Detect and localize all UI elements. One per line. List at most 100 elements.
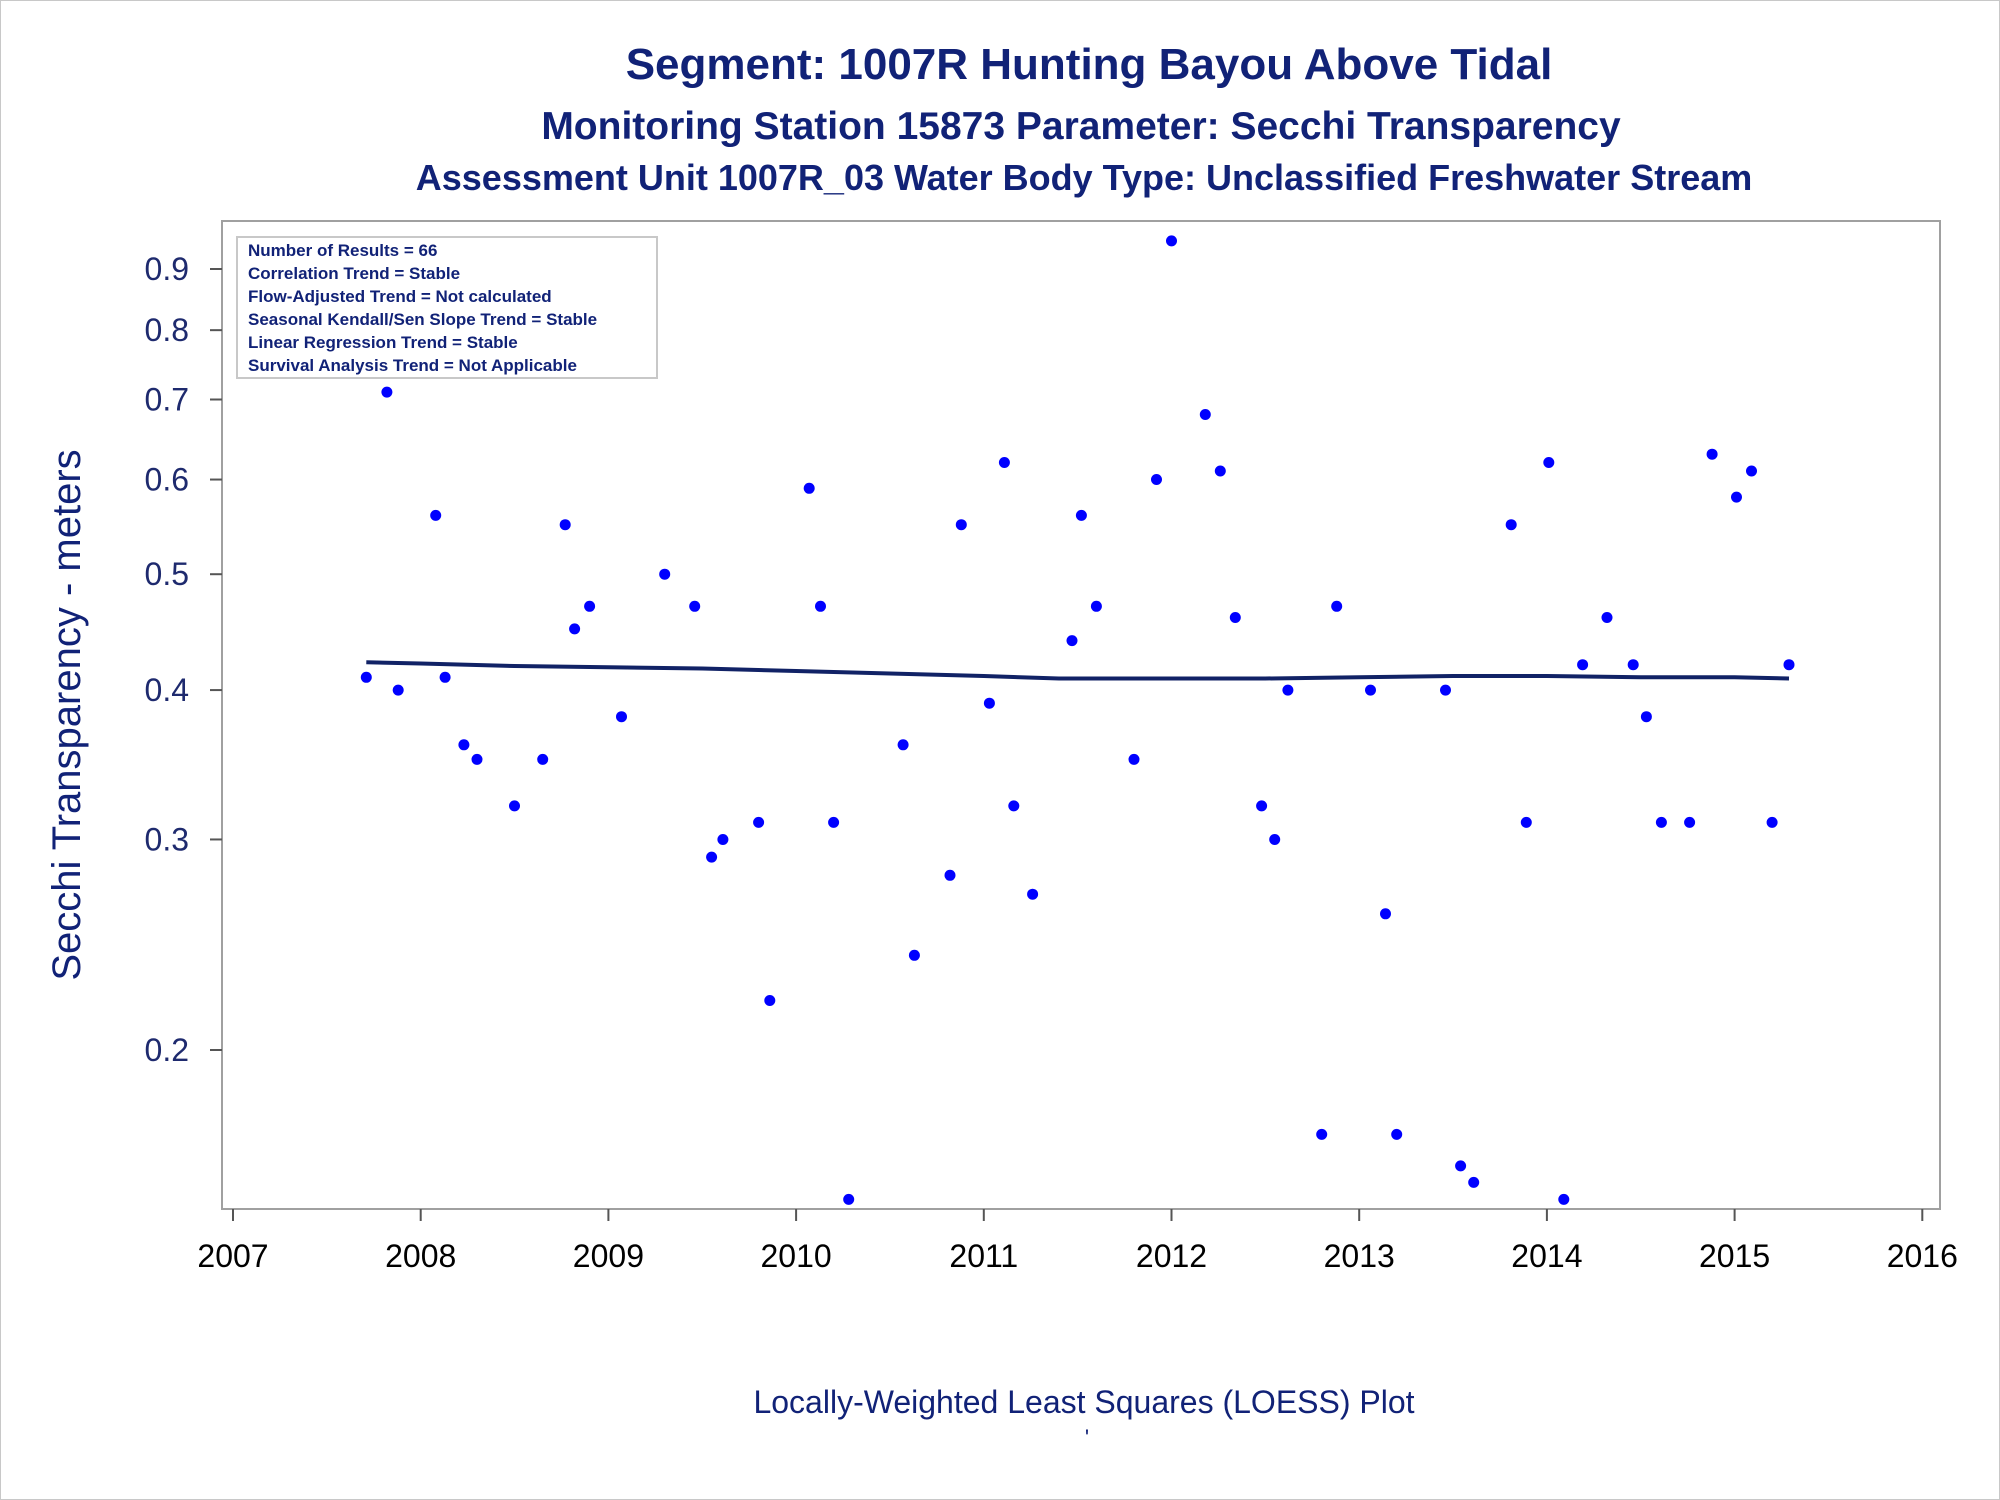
data-point — [803, 482, 815, 494]
x-tick-label: 2013 — [1324, 1238, 1395, 1274]
data-point — [717, 834, 729, 845]
inset-box — [236, 236, 658, 379]
data-point — [1706, 448, 1718, 460]
x-tick-label: 2015 — [1699, 1238, 1770, 1274]
data-point — [1684, 816, 1696, 828]
y-tick-label: 0.5 — [145, 556, 189, 592]
inset-line-correlation: Correlation Trend = Stable — [248, 264, 460, 283]
data-point — [1468, 1176, 1480, 1188]
inset-line-flow-adjusted: Flow-Adjusted Trend = Not calculated — [248, 287, 552, 306]
data-point — [1543, 457, 1555, 468]
data-point — [1640, 711, 1652, 723]
y-axis-title: Secchi Transparency - meters — [45, 449, 89, 980]
data-point — [843, 1193, 855, 1205]
data-point — [360, 671, 372, 683]
data-point — [1090, 600, 1102, 612]
footer-mark: ' — [1085, 1425, 1089, 1450]
inset-line-linear-regression: Linear Regression Trend = Stable — [248, 333, 518, 352]
data-point — [689, 600, 701, 612]
data-point — [1365, 684, 1376, 696]
data-point — [1229, 612, 1241, 623]
x-tick-label: 2014 — [1511, 1238, 1582, 1274]
inset-line-survival: Survival Analysis Trend = Not Applicable — [248, 356, 577, 375]
data-point — [1391, 1128, 1403, 1140]
chart-title: Segment: 1007R Hunting Bayou Above Tidal — [626, 40, 1553, 89]
data-point — [1214, 465, 1226, 477]
x-tick-label: 2010 — [761, 1238, 832, 1274]
data-point — [471, 753, 483, 765]
data-point — [1440, 684, 1451, 696]
data-point — [1601, 612, 1613, 623]
data-point — [1066, 635, 1078, 647]
x-tick-label: 2016 — [1887, 1238, 1958, 1274]
data-point — [559, 519, 571, 531]
y-tick-label: 0.6 — [145, 462, 189, 498]
data-point — [1282, 684, 1294, 696]
data-point — [1256, 800, 1268, 812]
x-tick-label: 2011 — [949, 1238, 1018, 1274]
y-tick-label: 0.4 — [145, 672, 189, 708]
data-point — [1331, 600, 1343, 612]
data-point — [458, 739, 470, 751]
chart-subtitle-station: Monitoring Station 15873 Parameter: Secc… — [541, 105, 1621, 148]
data-point — [1166, 235, 1177, 247]
plot-area — [221, 220, 1941, 1210]
data-point — [1505, 519, 1517, 531]
data-point — [764, 995, 776, 1006]
data-point — [537, 753, 549, 765]
x-tick-label: 2012 — [1136, 1238, 1207, 1274]
footer-caption: Locally-Weighted Least Squares (LOESS) P… — [753, 1384, 1414, 1420]
loess-line — [366, 660, 1790, 681]
data-point — [439, 671, 451, 683]
data-point — [998, 457, 1010, 468]
data-point — [1075, 509, 1087, 521]
data-point — [1520, 816, 1532, 828]
data-point — [1455, 1160, 1467, 1172]
data-point — [815, 600, 826, 612]
points-layer — [360, 235, 1795, 1205]
y-tick-label: 0.9 — [145, 251, 189, 287]
data-point — [1558, 1193, 1570, 1205]
data-point — [1008, 800, 1020, 812]
y-tick-label: 0.2 — [145, 1032, 189, 1068]
data-point — [584, 600, 596, 612]
data-point — [753, 816, 765, 828]
inset-line-seasonal-kendall: Seasonal Kendall/Sen Slope Trend = Stabl… — [248, 310, 597, 329]
data-point — [1199, 409, 1211, 420]
data-point — [1731, 491, 1742, 503]
data-point — [706, 851, 718, 863]
y-tick-label: 0.8 — [145, 312, 189, 348]
data-point — [1269, 834, 1281, 845]
chart-subtitle-assessment: Assessment Unit 1007R_03 Water Body Type… — [416, 157, 1753, 198]
data-point — [1316, 1128, 1328, 1140]
data-point — [983, 697, 995, 709]
axes-layer: 2007 2008 2009 2010 2011 2012 2013 2014 2015 2016… — [145, 251, 1958, 1274]
data-point — [381, 386, 393, 398]
data-point — [1027, 888, 1039, 900]
data-point — [509, 800, 520, 812]
x-tick-label: 2009 — [573, 1238, 644, 1274]
data-point — [1746, 465, 1757, 477]
x-tick-label: 2008 — [385, 1238, 456, 1274]
data-point — [1766, 816, 1778, 828]
y-tick-label: 0.7 — [145, 381, 189, 417]
data-point — [1151, 474, 1162, 485]
data-point — [1128, 753, 1140, 765]
data-point — [430, 509, 442, 521]
loess-layer — [366, 660, 1790, 681]
data-point — [944, 869, 956, 881]
data-point — [908, 949, 920, 961]
inset-line-results: Number of Results = 66 — [248, 241, 437, 260]
x-tick-label: 2007 — [197, 1238, 268, 1274]
data-point — [1627, 659, 1639, 671]
data-point — [1783, 659, 1795, 671]
data-point — [897, 739, 909, 751]
data-point — [955, 519, 967, 531]
data-point — [1655, 816, 1667, 828]
data-point — [1577, 659, 1589, 671]
data-point — [392, 684, 404, 696]
data-point — [1380, 908, 1391, 920]
data-point — [569, 623, 581, 635]
